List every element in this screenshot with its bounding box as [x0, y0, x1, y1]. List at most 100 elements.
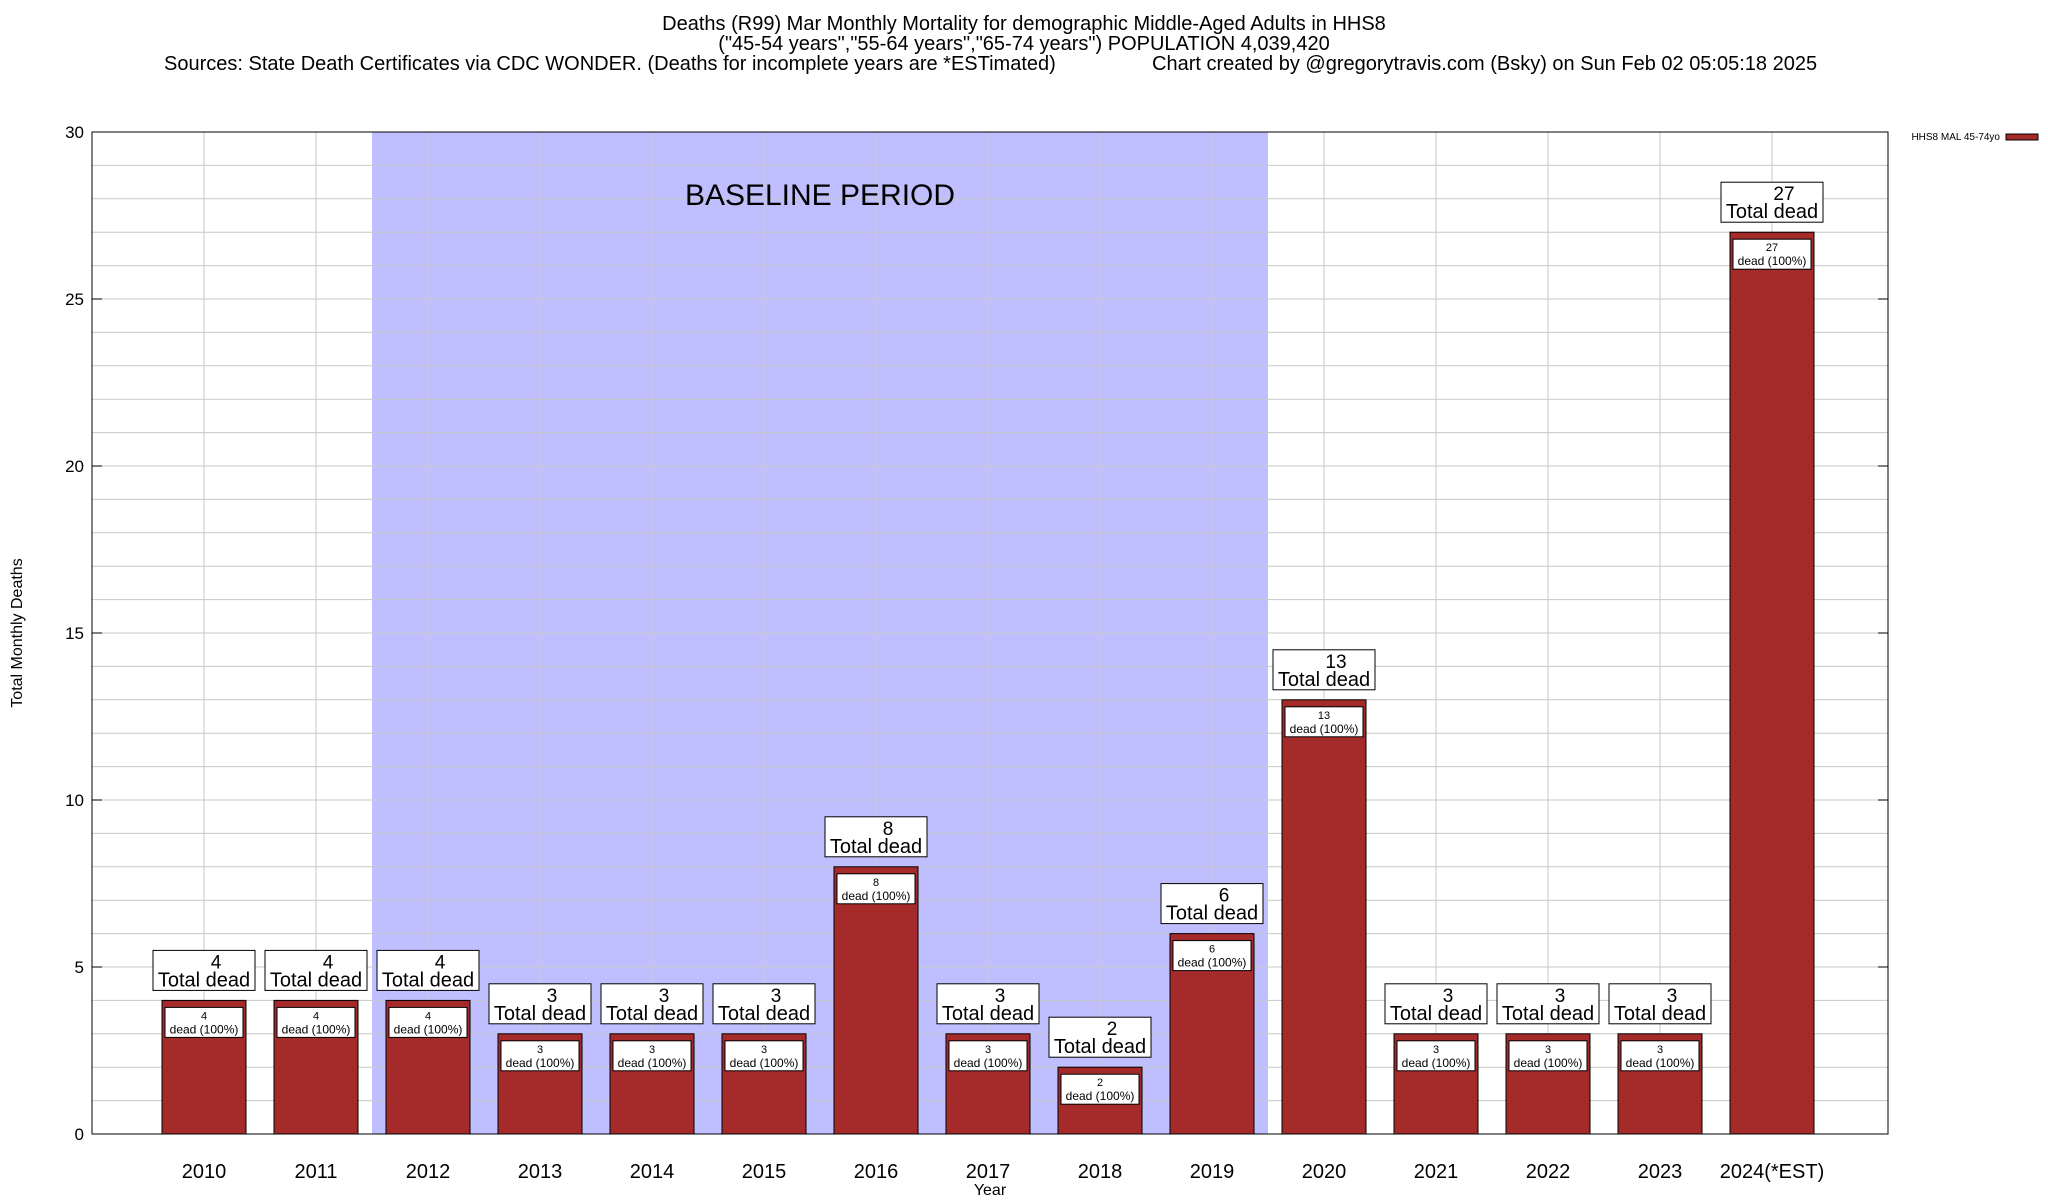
inner-label-value: 13: [1318, 710, 1330, 722]
total-label-value: 6: [1219, 886, 1230, 907]
inner-label-value: 4: [425, 1010, 431, 1022]
bar: [1281, 699, 1367, 1135]
inner-label-box: [1284, 706, 1364, 738]
inner-label-value: 3: [537, 1044, 543, 1056]
inner-label-text: dead (100%): [1290, 722, 1359, 736]
total-label-value: 27: [1773, 184, 1794, 205]
inner-label-text: dead (100%): [394, 1022, 463, 1036]
total-label-value: 3: [659, 986, 670, 1007]
total-label-text: Total dead: [1502, 1003, 1594, 1025]
y-tick-label: 30: [65, 123, 84, 142]
inner-label-text: dead (100%): [1066, 1089, 1135, 1103]
total-label-text: Total dead: [1614, 1003, 1706, 1025]
inner-label-value: 4: [201, 1010, 207, 1022]
total-label-text: Total dead: [942, 1003, 1034, 1025]
total-label-text: Total dead: [830, 836, 922, 858]
inner-label-box: [164, 1006, 244, 1038]
baseline-period-label: BASELINE PERIOD: [685, 179, 955, 212]
inner-label-value: 3: [1545, 1044, 1551, 1056]
inner-label-text: dead (100%): [1402, 1056, 1471, 1070]
inner-label-box: [276, 1006, 356, 1038]
inner-label-value: 8: [873, 877, 879, 889]
inner-label-box: [1732, 238, 1812, 270]
inner-label-value: 27: [1766, 242, 1778, 254]
x-tick-label: 2018: [1078, 1161, 1123, 1183]
inner-label-value: 3: [985, 1044, 991, 1056]
total-label-value: 4: [211, 952, 222, 973]
x-tick-label: 2019: [1190, 1161, 1235, 1183]
total-label-box: [1608, 983, 1712, 1025]
total-label-text: Total dead: [1054, 1036, 1146, 1058]
total-label-value: 3: [1555, 986, 1566, 1007]
inner-label-value: 3: [1657, 1044, 1663, 1056]
bar: [1729, 231, 1815, 1135]
total-label-value: 2: [1107, 1019, 1118, 1040]
inner-label-text: dead (100%): [618, 1056, 687, 1070]
inner-label-box: [500, 1040, 580, 1072]
x-tick-label: 2011: [294, 1161, 337, 1183]
x-tick-label: 2015: [742, 1161, 787, 1183]
inner-label-text: dead (100%): [506, 1056, 575, 1070]
total-label-value: 4: [435, 952, 446, 973]
x-tick-label: 2013: [518, 1161, 563, 1183]
total-label-value: 3: [995, 986, 1006, 1007]
y-tick-label: 5: [75, 958, 84, 977]
total-label-text: Total dead: [382, 969, 474, 991]
total-label-box: [1272, 649, 1376, 691]
total-label-text: Total dead: [1726, 201, 1818, 223]
inner-label-box: [1396, 1040, 1476, 1072]
inner-label-text: dead (100%): [1178, 956, 1247, 970]
total-label-text: Total dead: [494, 1003, 586, 1025]
inner-label-box: [1060, 1073, 1140, 1105]
x-tick-label: 2014: [630, 1161, 675, 1183]
total-label-value: 4: [323, 952, 334, 973]
inner-label-value: 3: [761, 1044, 767, 1056]
y-tick-label: 25: [65, 290, 84, 309]
total-label-box: [600, 983, 704, 1025]
total-label-box: [264, 949, 368, 991]
inner-label-box: [948, 1040, 1028, 1072]
total-label-box: [1496, 983, 1600, 1025]
chart-subtitle: ("45-54 years","55-64 years","65-74 year…: [718, 33, 1330, 55]
inner-label-text: dead (100%): [1738, 254, 1807, 268]
inner-label-box: [836, 873, 916, 905]
total-label-box: [1160, 883, 1264, 925]
x-tick-label: 2023: [1638, 1161, 1683, 1183]
inner-label-value: 6: [1209, 944, 1215, 956]
inner-label-text: dead (100%): [170, 1022, 239, 1036]
total-label-text: Total dead: [718, 1003, 810, 1025]
bar: [833, 866, 919, 1135]
inner-label-box: [612, 1040, 692, 1072]
y-tick-label: 10: [65, 791, 84, 810]
x-tick-label: 2017: [966, 1161, 1011, 1183]
total-label-text: Total dead: [270, 969, 362, 991]
inner-label-value: 4: [313, 1010, 319, 1022]
total-label-box: [1048, 1016, 1152, 1058]
total-label-box: [824, 816, 928, 858]
total-label-text: Total dead: [1278, 669, 1370, 691]
inner-label-box: [1508, 1040, 1588, 1072]
inner-label-box: [388, 1006, 468, 1038]
x-tick-label: 2020: [1302, 1161, 1347, 1183]
inner-label-box: [1620, 1040, 1700, 1072]
x-tick-label: 2012: [406, 1161, 451, 1183]
inner-label-text: dead (100%): [1626, 1056, 1695, 1070]
inner-label-text: dead (100%): [1514, 1056, 1583, 1070]
total-label-box: [488, 983, 592, 1025]
inner-label-box: [1172, 940, 1252, 972]
legend-label: HHS8 MAL 45-74yo: [1911, 132, 2000, 143]
inner-label-value: 2: [1097, 1077, 1103, 1089]
total-label-box: [1384, 983, 1488, 1025]
x-tick-label: 2010: [182, 1161, 227, 1183]
chart-title: Deaths (R99) Mar Monthly Mortality for d…: [662, 13, 1386, 35]
y-tick-label: 20: [65, 457, 84, 476]
inner-label-value: 3: [1433, 1044, 1439, 1056]
total-label-value: 3: [1667, 986, 1678, 1007]
total-label-text: Total dead: [1166, 903, 1258, 925]
y-axis-label: Total Monthly Deaths: [9, 558, 26, 707]
x-tick-label: 2021: [1414, 1161, 1459, 1183]
total-label-value: 3: [547, 986, 558, 1007]
total-label-text: Total dead: [1390, 1003, 1482, 1025]
x-tick-label: 2022: [1526, 1161, 1571, 1183]
